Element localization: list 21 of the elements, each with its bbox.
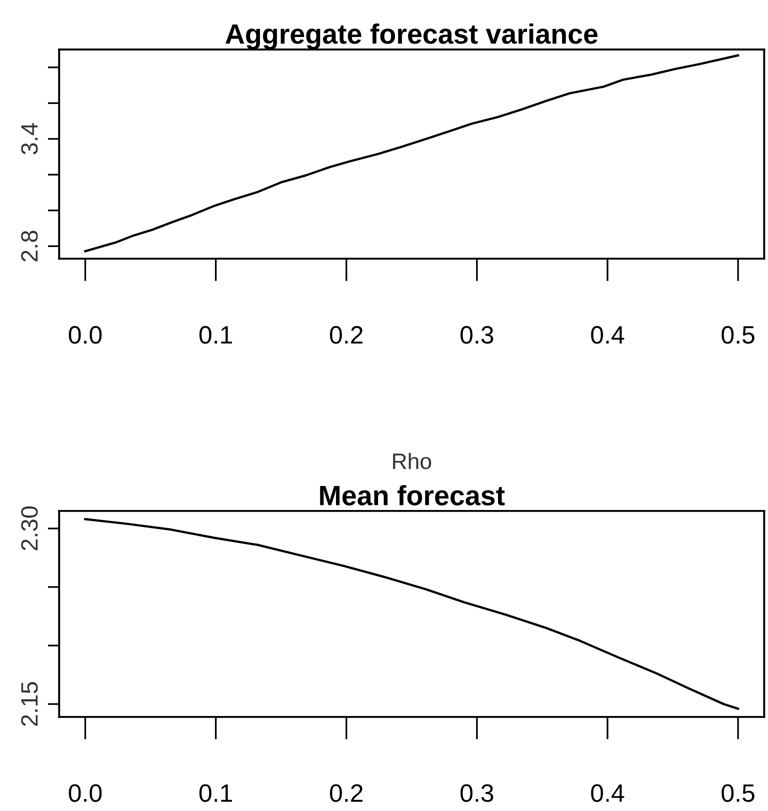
x-tick-label: 0.0: [68, 784, 102, 802]
x-tick-label: 0.2: [330, 784, 362, 802]
y-tick-label: 3.4: [21, 123, 38, 154]
x-tick-label: 0.1: [199, 784, 232, 802]
x-tick-label: 0.3: [460, 784, 494, 802]
x-tick-label: 0.4: [591, 784, 624, 802]
line-series: [84, 518, 740, 710]
chart-title: Mean forecast: [320, 485, 505, 506]
chart-title: Aggregate forecast variance: [226, 23, 598, 50]
x-axis-title: Rho: [393, 452, 432, 470]
line-series: [84, 54, 740, 252]
y-tick-label: 2.8: [21, 230, 38, 262]
x-tick-label: 0.3: [460, 326, 494, 344]
x-tick-label: 0.4: [591, 326, 624, 344]
x-tick-label: 0.5: [722, 784, 754, 802]
x-tick-label: 0.1: [199, 326, 232, 344]
y-tick-label: 2.30: [21, 506, 38, 550]
x-tick-label: 0.0: [68, 326, 102, 344]
y-tick-label: 2.15: [21, 682, 38, 726]
x-tick-label: 0.5: [722, 326, 754, 344]
x-tick-label: 0.2: [330, 326, 362, 344]
